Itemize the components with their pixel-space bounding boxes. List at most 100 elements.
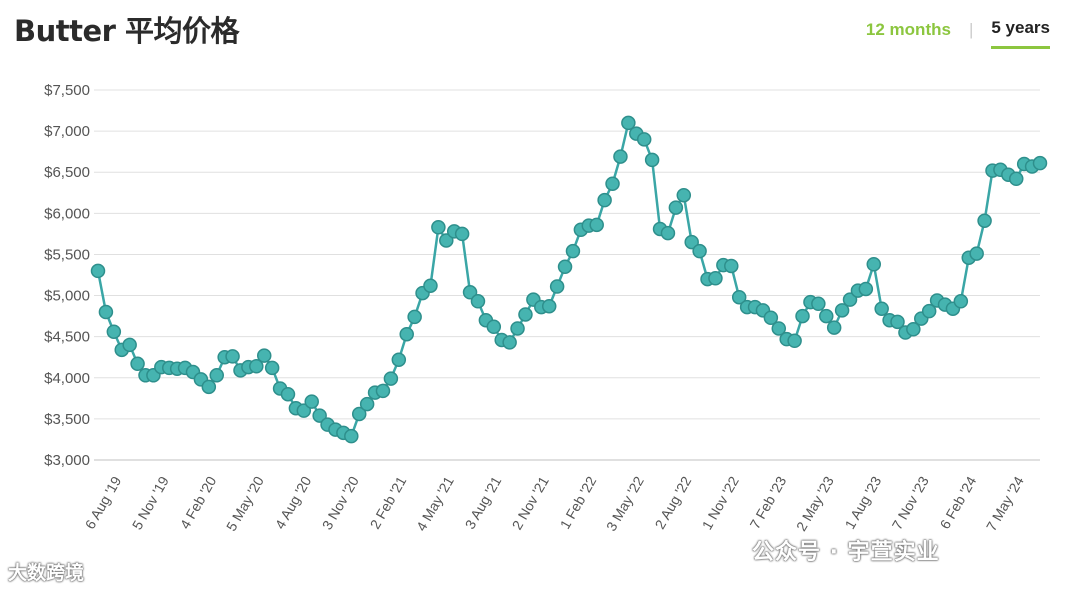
x-tick-label: 1 Nov '22 <box>699 473 742 532</box>
data-point[interactable] <box>304 394 319 409</box>
x-tick-label: 5 Nov '19 <box>129 473 172 532</box>
data-point[interactable] <box>826 320 842 335</box>
data-point[interactable] <box>605 176 620 191</box>
data-point[interactable] <box>399 326 414 342</box>
data-point[interactable] <box>470 294 486 309</box>
watermark-left: 大数跨境 <box>8 562 85 584</box>
x-tick-label: 2 Feb '21 <box>367 473 410 531</box>
data-point[interactable] <box>423 278 438 293</box>
x-tick-label: 4 Feb '20 <box>177 473 220 531</box>
x-tick-label: 5 May '20 <box>223 473 267 533</box>
data-point[interactable] <box>874 301 889 316</box>
data-point[interactable] <box>130 356 145 372</box>
data-point[interactable] <box>953 294 969 309</box>
tab-12-months[interactable]: 12 months <box>865 19 951 39</box>
data-point[interactable] <box>518 307 533 322</box>
x-tick-label: 2 Aug '22 <box>652 473 695 531</box>
data-point[interactable] <box>249 359 264 374</box>
data-point[interactable] <box>644 152 660 168</box>
data-point[interactable] <box>890 314 905 330</box>
data-point[interactable] <box>589 217 604 233</box>
x-tick-label: 7 May '24 <box>983 473 1027 533</box>
data-point[interactable] <box>391 352 407 367</box>
data-point[interactable] <box>510 321 525 336</box>
data-point[interactable] <box>462 285 478 300</box>
data-point[interactable] <box>613 149 628 164</box>
data-point[interactable] <box>383 371 399 386</box>
data-point[interactable] <box>106 324 122 339</box>
data-point[interactable] <box>977 213 992 228</box>
data-point[interactable] <box>660 225 676 241</box>
data-point[interactable] <box>724 258 739 274</box>
data-point[interactable] <box>866 257 882 272</box>
data-point[interactable] <box>486 319 502 335</box>
data-point[interactable] <box>209 368 224 383</box>
data-point[interactable] <box>763 310 779 326</box>
x-tick-label: 2 May '23 <box>793 473 837 533</box>
tab-5-years[interactable]: 5 years <box>991 18 1050 49</box>
data-point[interactable] <box>541 298 557 314</box>
y-tick-label: $7,000 <box>44 123 90 140</box>
y-tick-label: $6,500 <box>44 164 90 181</box>
data-point[interactable] <box>921 303 937 319</box>
x-tick-label: 6 Feb '24 <box>937 473 980 531</box>
data-point[interactable] <box>771 321 787 336</box>
y-tick-label: $5,500 <box>44 246 90 263</box>
data-point[interactable] <box>98 304 114 320</box>
x-tick-label: 6 Aug '19 <box>82 473 125 531</box>
y-tick-label: $6,000 <box>44 205 90 222</box>
x-tick-label: 1 Feb '22 <box>557 473 600 531</box>
data-point[interactable] <box>787 333 802 349</box>
data-point[interactable] <box>819 308 834 324</box>
data-point[interactable] <box>684 234 699 250</box>
data-point[interactable] <box>858 281 874 297</box>
data-point[interactable] <box>1009 171 1024 187</box>
data-point[interactable] <box>280 386 296 402</box>
data-point[interactable] <box>906 322 921 337</box>
data-point[interactable] <box>668 200 684 215</box>
data-point[interactable] <box>122 337 137 353</box>
data-point[interactable] <box>90 263 106 279</box>
data-point[interactable] <box>407 309 422 325</box>
data-point[interactable] <box>375 383 391 399</box>
data-point[interactable] <box>502 335 517 350</box>
data-point[interactable] <box>1032 155 1048 171</box>
y-tick-label: $7,500 <box>44 82 90 99</box>
x-tick-label: 7 Nov '23 <box>889 473 932 532</box>
data-point[interactable] <box>731 289 747 305</box>
data-point[interactable] <box>597 192 612 208</box>
data-point[interactable] <box>834 303 850 318</box>
y-tick-label: $4,000 <box>44 370 90 387</box>
data-point[interactable] <box>264 360 280 376</box>
data-point[interactable] <box>969 246 984 261</box>
data-point[interactable] <box>676 187 692 203</box>
data-point[interactable] <box>692 243 707 259</box>
range-tabs: 12 months | 5 years <box>866 18 1050 49</box>
data-points <box>90 115 1048 444</box>
data-point[interactable] <box>201 379 217 395</box>
y-tick-label: $4,500 <box>44 329 90 346</box>
data-point[interactable] <box>454 226 470 242</box>
data-point[interactable] <box>256 348 272 363</box>
data-point[interactable] <box>811 296 826 312</box>
data-point[interactable] <box>842 292 858 307</box>
grid-lines <box>94 89 1040 461</box>
tab-separator: | <box>968 19 974 39</box>
data-point[interactable] <box>636 132 652 147</box>
data-point[interactable] <box>312 408 327 423</box>
data-point[interactable] <box>621 115 636 131</box>
data-point[interactable] <box>708 271 723 286</box>
data-point[interactable] <box>795 308 810 324</box>
data-point[interactable] <box>431 220 446 235</box>
data-point[interactable] <box>225 349 240 364</box>
data-point[interactable] <box>557 259 573 275</box>
data-point[interactable] <box>565 243 581 259</box>
data-point[interactable] <box>296 403 312 418</box>
data-point[interactable] <box>549 279 565 294</box>
data-point[interactable] <box>344 428 359 444</box>
x-tick-label: 7 Feb '23 <box>747 473 790 531</box>
data-point[interactable] <box>359 396 375 412</box>
data-point[interactable] <box>439 233 454 248</box>
data-point[interactable] <box>351 406 367 422</box>
